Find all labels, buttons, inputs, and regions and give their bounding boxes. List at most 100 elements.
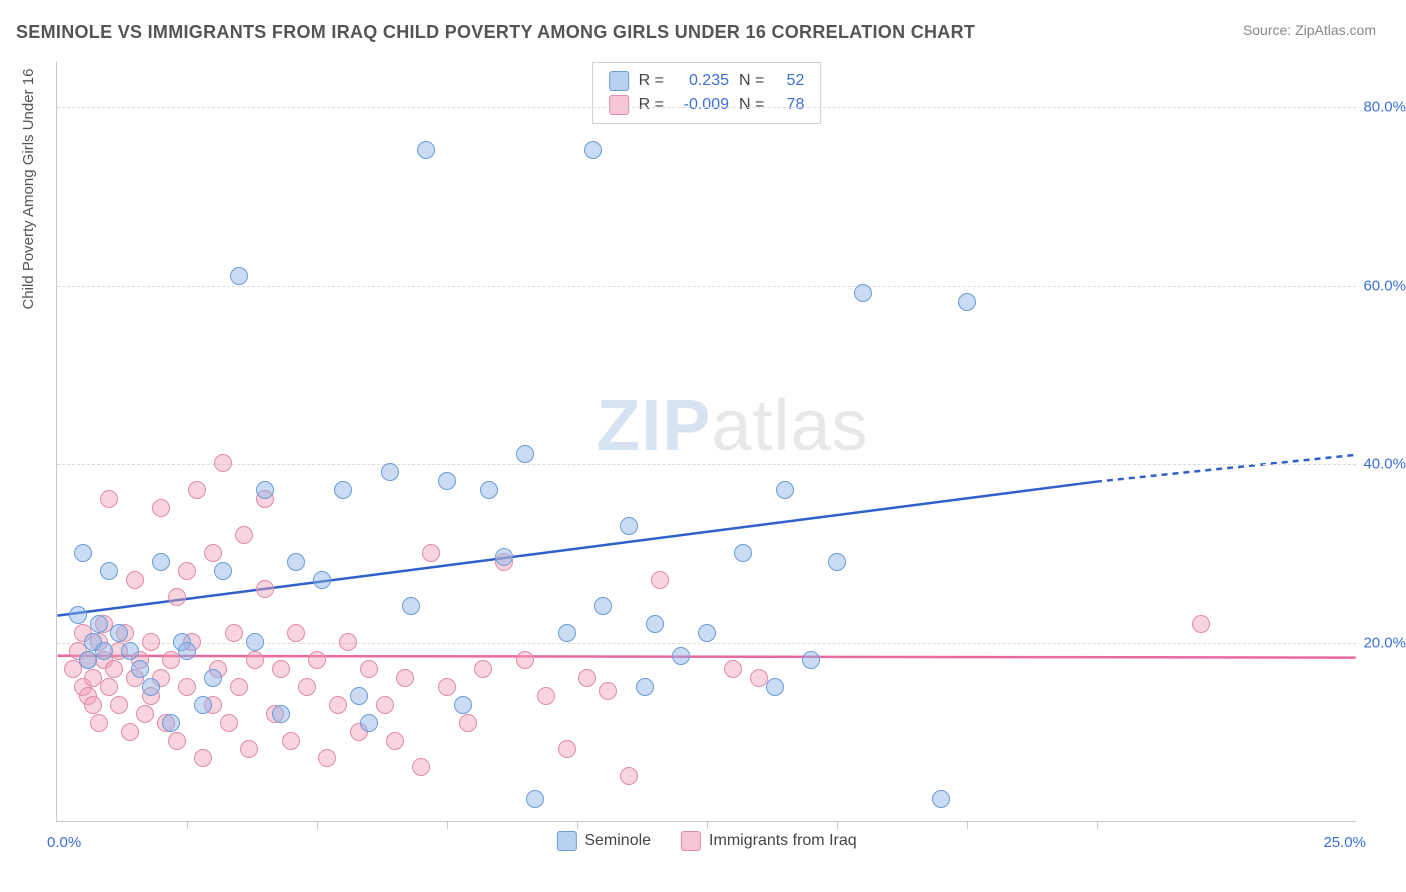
scatter-point-iraq [412, 758, 430, 776]
scatter-point-iraq [651, 571, 669, 589]
scatter-point-iraq [152, 499, 170, 517]
scatter-point-iraq [100, 678, 118, 696]
scatter-point-iraq [168, 588, 186, 606]
n-value-a: 52 [774, 72, 804, 90]
scatter-point-iraq [298, 678, 316, 696]
scatter-point-iraq [396, 669, 414, 687]
r-label-a: R = [639, 72, 664, 90]
stats-legend: R = 0.235 N = 52 R = -0.009 N = 78 [592, 62, 822, 124]
scatter-point-seminole [204, 669, 222, 687]
scatter-point-iraq [214, 454, 232, 472]
x-tick [577, 821, 578, 829]
scatter-point-iraq [599, 682, 617, 700]
x-tick [187, 821, 188, 829]
scatter-point-iraq [204, 544, 222, 562]
scatter-point-iraq [1192, 615, 1210, 633]
scatter-point-seminole [152, 553, 170, 571]
swatch-seminole [609, 71, 629, 91]
scatter-point-iraq [287, 624, 305, 642]
scatter-point-iraq [110, 696, 128, 714]
scatter-point-iraq [90, 714, 108, 732]
scatter-point-iraq [558, 740, 576, 758]
scatter-point-iraq [724, 660, 742, 678]
scatter-point-seminole [95, 642, 113, 660]
gridline [57, 464, 1356, 465]
scatter-point-seminole [100, 562, 118, 580]
scatter-point-iraq [282, 732, 300, 750]
scatter-point-iraq [194, 749, 212, 767]
scatter-point-seminole [230, 267, 248, 285]
scatter-point-iraq [142, 633, 160, 651]
scatter-point-seminole [584, 141, 602, 159]
scatter-point-iraq [256, 580, 274, 598]
scatter-point-seminole [334, 481, 352, 499]
scatter-point-seminole [734, 544, 752, 562]
x-tick [707, 821, 708, 829]
scatter-point-seminole [766, 678, 784, 696]
scatter-point-iraq [136, 705, 154, 723]
scatter-point-seminole [74, 544, 92, 562]
scatter-point-seminole [516, 445, 534, 463]
scatter-point-seminole [776, 481, 794, 499]
scatter-point-seminole [828, 553, 846, 571]
scatter-point-iraq [168, 732, 186, 750]
gridline [57, 286, 1356, 287]
y-tick-label: 60.0% [1346, 277, 1406, 294]
scatter-point-iraq [578, 669, 596, 687]
scatter-point-seminole [381, 463, 399, 481]
scatter-point-seminole [698, 624, 716, 642]
swatch-iraq [609, 95, 629, 115]
chart-title: SEMINOLE VS IMMIGRANTS FROM IRAQ CHILD P… [16, 22, 975, 43]
scatter-point-seminole [142, 678, 160, 696]
scatter-point-iraq [459, 714, 477, 732]
r-value-b: -0.009 [674, 96, 729, 114]
scatter-point-iraq [225, 624, 243, 642]
scatter-point-seminole [495, 548, 513, 566]
x-tick [317, 821, 318, 829]
x-tick [837, 821, 838, 829]
y-tick-label: 20.0% [1346, 635, 1406, 652]
legend-item-iraq: Immigrants from Iraq [681, 831, 857, 851]
scatter-point-iraq [516, 651, 534, 669]
x-tick [1097, 821, 1098, 829]
scatter-point-seminole [121, 642, 139, 660]
scatter-point-seminole [417, 141, 435, 159]
legend-label-a: Seminole [584, 832, 651, 850]
y-tick-label: 40.0% [1346, 456, 1406, 473]
legend-item-seminole: Seminole [556, 831, 651, 851]
scatter-point-iraq [178, 562, 196, 580]
scatter-point-seminole [162, 714, 180, 732]
legend-label-b: Immigrants from Iraq [709, 832, 857, 850]
bottom-legend: Seminole Immigrants from Iraq [556, 831, 856, 851]
scatter-point-seminole [246, 633, 264, 651]
scatter-point-iraq [318, 749, 336, 767]
scatter-point-seminole [802, 651, 820, 669]
x-tick [447, 821, 448, 829]
scatter-point-seminole [958, 293, 976, 311]
trend-line [1096, 455, 1356, 482]
scatter-point-seminole [402, 597, 420, 615]
x-axis-min-label: 0.0% [47, 834, 81, 851]
scatter-point-iraq [422, 544, 440, 562]
scatter-point-seminole [287, 553, 305, 571]
scatter-point-iraq [188, 481, 206, 499]
scatter-point-seminole [558, 624, 576, 642]
x-axis-max-label: 25.0% [1323, 834, 1366, 851]
scatter-point-iraq [178, 678, 196, 696]
plot-area: ZIPatlas R = 0.235 N = 52 R = -0.009 N =… [56, 62, 1356, 822]
source-label: Source: ZipAtlas.com [1243, 22, 1376, 38]
gridline [57, 107, 1356, 108]
scatter-point-iraq [376, 696, 394, 714]
stats-row-b: R = -0.009 N = 78 [609, 93, 805, 117]
r-value-a: 0.235 [674, 72, 729, 90]
scatter-point-seminole [438, 472, 456, 490]
scatter-point-seminole [256, 481, 274, 499]
scatter-point-seminole [350, 687, 368, 705]
scatter-point-iraq [339, 633, 357, 651]
scatter-point-seminole [646, 615, 664, 633]
scatter-point-iraq [121, 723, 139, 741]
scatter-point-seminole [672, 647, 690, 665]
scatter-point-seminole [454, 696, 472, 714]
scatter-point-seminole [620, 517, 638, 535]
y-axis-label: Child Poverty Among Girls Under 16 [20, 69, 37, 310]
